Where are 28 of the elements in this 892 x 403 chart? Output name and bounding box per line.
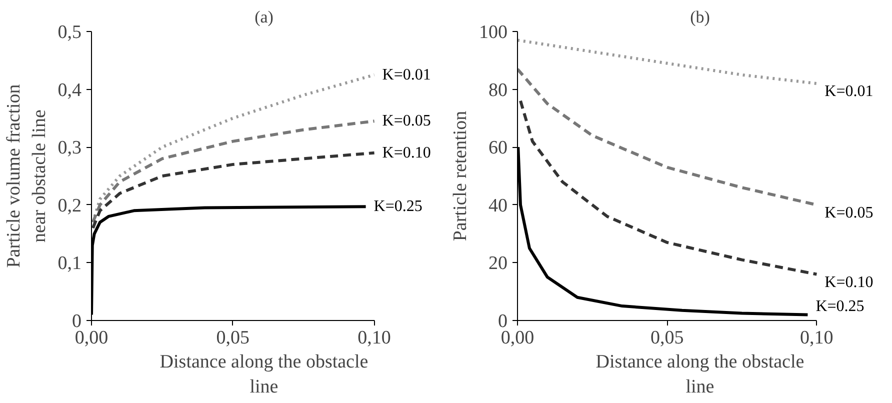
chart-title: (b) <box>690 8 710 26</box>
y-tick-label: 80 <box>488 80 508 101</box>
y-tick-label: 60 <box>488 138 508 159</box>
x-tick-label: 0,10 <box>800 328 834 348</box>
series-label: K=0.25 <box>816 298 864 316</box>
x-tick-label: 0,05 <box>216 328 250 348</box>
y-tick-label: 0,4 <box>58 80 82 101</box>
y-tick-label: 0,1 <box>58 253 82 274</box>
x-tick-label: 0,10 <box>358 328 391 348</box>
series-label: K=0.05 <box>382 112 431 130</box>
y-tick-label: 100 <box>479 22 508 43</box>
y-axis-title: Particle volume fraction near obstacle line <box>4 84 50 268</box>
series-label: K=0.05 <box>824 204 874 222</box>
y-tick-label: 0,5 <box>58 22 82 43</box>
series-label: K=0.25 <box>374 198 422 216</box>
x-tick-label: 0,05 <box>650 328 684 348</box>
y-tick-label: 0,2 <box>58 195 82 216</box>
series-label: K=0.01 <box>382 66 431 84</box>
chart-title: (a) <box>254 8 274 26</box>
y-tick-label: 0,3 <box>58 138 82 159</box>
y-tick-label: 20 <box>488 253 508 274</box>
y-axis-title: Particle retention <box>450 110 471 242</box>
x-axis-title: Distance along the obstacle line <box>596 352 804 398</box>
series-label: K=0.10 <box>382 144 431 162</box>
y-tick-label: 40 <box>488 195 508 216</box>
series-label: K=0.01 <box>824 83 874 100</box>
series-label: K=0.10 <box>824 274 874 291</box>
x-axis-title: Distance along the obstacle line <box>160 352 368 398</box>
